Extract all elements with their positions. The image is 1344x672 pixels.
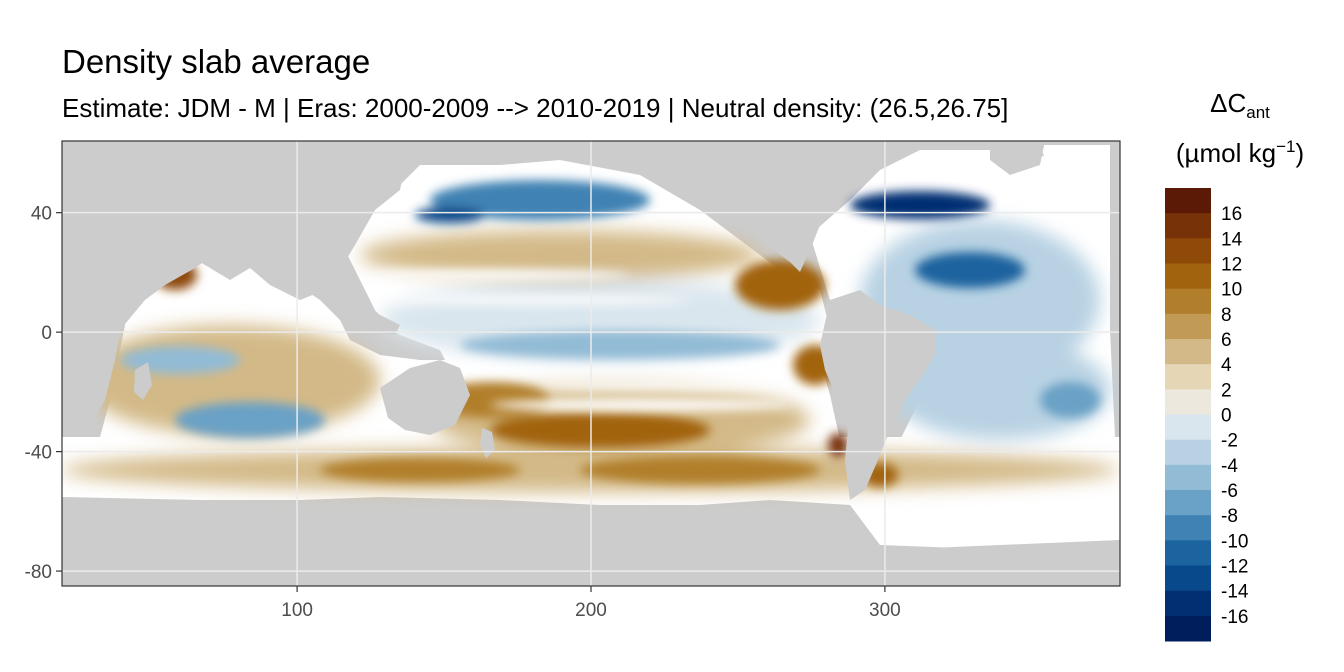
legend-unit-superscript: −1 [1276, 137, 1295, 156]
patch-southern-brown-2 [320, 458, 520, 482]
legend-label-15: -14 [1221, 582, 1249, 603]
legend-label-5: 6 [1221, 330, 1232, 351]
legend-bin-7 [1165, 364, 1211, 390]
legend-label-7: 2 [1221, 380, 1232, 401]
y-axis: 40 0 -40 -80 [25, 204, 62, 583]
legend-bin-14 [1165, 540, 1211, 566]
land-south-america [820, 290, 935, 500]
legend-title-subscript: ant [1246, 103, 1270, 122]
legend-bin-17 [1165, 615, 1211, 642]
land-africa [62, 205, 220, 437]
streak-1 [370, 270, 630, 280]
patch-north-pacific-light [360, 230, 760, 280]
patch-north-pacific-blue [430, 180, 650, 220]
legend-unit-prefix: (µmol kg [1176, 138, 1276, 168]
legend-bin-4 [1165, 288, 1211, 315]
legend-label-10: -4 [1221, 456, 1238, 477]
patch-pacific-blue-band [460, 331, 780, 359]
y-tick-label-2: -40 [25, 443, 52, 464]
streak-2 [390, 296, 690, 304]
legend-label-14: -12 [1221, 557, 1248, 578]
legend: ΔCant (µmol kg−1) 16 14 12 10 8 6 4 2 0 -2 -4 -6 -8 -… [1165, 88, 1304, 642]
legend-bin-13 [1165, 515, 1211, 541]
patch-east-pacific-brown [735, 260, 825, 310]
map-panel [62, 141, 1120, 586]
y-tick-label-3: -80 [25, 562, 52, 583]
land-north-america [700, 141, 880, 272]
land-new-zealand [480, 428, 495, 458]
legend-title-symbol: ΔC [1210, 88, 1246, 118]
legend-bin-15 [1165, 565, 1211, 592]
land-asia [200, 141, 410, 300]
x-tick-label-1: 200 [575, 600, 607, 621]
legend-colorbar [1165, 188, 1211, 642]
patch-kuroshio-blue [415, 207, 485, 223]
legend-bin-12 [1165, 490, 1211, 516]
patch-atlantic-sw [1040, 382, 1100, 418]
legend-unit: (µmol kg−1) [1176, 137, 1304, 168]
legend-labels: 16 14 12 10 8 6 4 2 0 -2 -4 -6 -8 -10 -12 -14 -16 [1221, 204, 1249, 628]
legend-bin-2 [1165, 238, 1211, 264]
legend-label-13: -10 [1221, 531, 1248, 552]
legend-label-12: -8 [1221, 506, 1238, 527]
chart-subtitle: Estimate: JDM - M | Eras: 2000-2009 --> … [62, 93, 1009, 123]
legend-label-8: 0 [1221, 406, 1232, 427]
legend-bin-8 [1165, 389, 1211, 415]
legend-label-6: 4 [1221, 355, 1232, 376]
patch-atlantic-subpolar [850, 191, 990, 219]
legend-bin-0 [1165, 188, 1211, 214]
y-tick-label-1: 0 [41, 323, 52, 344]
x-tick-label-2: 300 [869, 600, 901, 621]
chart-title: Density slab average [62, 43, 371, 80]
y-tick-label-0: 40 [31, 204, 52, 225]
patch-southern-brown [580, 456, 820, 484]
patch-indian-blue [175, 402, 325, 438]
legend-label-0: 16 [1221, 204, 1242, 225]
legend-label-16: -16 [1221, 607, 1248, 628]
land-australia [380, 360, 470, 435]
gridlines [62, 141, 1120, 586]
pacific-white-streaks [370, 270, 790, 411]
legend-label-4: 8 [1221, 305, 1232, 326]
patch-indian-blue-2 [120, 346, 240, 374]
legend-bin-11 [1165, 464, 1211, 491]
legend-bin-5 [1165, 313, 1211, 340]
patch-confluence-brown [828, 433, 848, 457]
patch-south-pacific-brown [490, 412, 710, 448]
legend-label-11: -6 [1221, 481, 1238, 502]
land-greenland-europe [990, 141, 1045, 175]
legend-bin-1 [1165, 213, 1211, 239]
legend-bin-10 [1165, 439, 1211, 466]
streak-4 [540, 381, 780, 389]
streak-3 [490, 399, 790, 411]
x-tick-label-0: 100 [281, 600, 313, 621]
legend-title: ΔCant [1210, 88, 1270, 122]
patch-atlantic-subtropic [915, 252, 1025, 288]
legend-bin-9 [1165, 414, 1211, 441]
legend-label-2: 12 [1221, 255, 1242, 276]
legend-bin-3 [1165, 263, 1211, 290]
land-maritime-continent [335, 298, 400, 335]
legend-label-3: 10 [1221, 280, 1242, 301]
legend-label-1: 14 [1221, 229, 1243, 250]
legend-label-9: -2 [1221, 431, 1238, 452]
legend-bin-6 [1165, 339, 1211, 365]
x-axis: 100 200 300 [281, 586, 901, 621]
land-madagascar [134, 362, 152, 400]
ocean-atlantic-north [1040, 145, 1110, 200]
legend-unit-suffix: ) [1295, 138, 1304, 168]
legend-bin-16 [1165, 590, 1211, 617]
